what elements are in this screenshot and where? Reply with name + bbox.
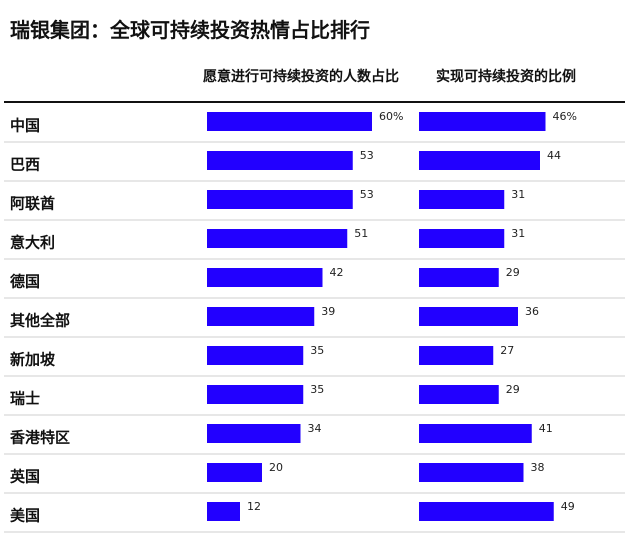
category-label: 德国	[10, 273, 40, 291]
series-header-willing: 愿意进行可持续投资的人数占比	[203, 69, 399, 85]
category-label: 新加坡	[10, 351, 55, 369]
category-label: 意大利	[10, 234, 55, 252]
data-label: 39	[321, 305, 335, 318]
data-label: 60%	[379, 110, 403, 123]
data-label: 31	[511, 188, 525, 201]
bar-willing	[207, 307, 315, 326]
category-label: 美国	[10, 507, 40, 525]
data-label: 29	[506, 266, 520, 279]
data-label: 53	[360, 188, 374, 201]
data-label: 34	[308, 422, 322, 435]
bar-willing	[207, 385, 304, 404]
bar-willing	[207, 502, 240, 521]
data-label: 38	[531, 461, 545, 474]
data-label: 27	[500, 344, 514, 357]
bar-realized	[419, 268, 499, 287]
bar-willing	[207, 112, 372, 131]
bar-realized	[419, 385, 499, 404]
data-label: 44	[547, 149, 561, 162]
bar-realized	[419, 190, 505, 209]
data-label: 42	[330, 266, 344, 279]
data-label: 31	[511, 227, 525, 240]
category-label: 其他全部	[10, 312, 70, 330]
data-label: 35	[310, 383, 324, 396]
category-label: 中国	[10, 117, 40, 135]
data-label: 29	[506, 383, 520, 396]
bar-willing	[207, 190, 353, 209]
bar-willing	[207, 463, 262, 482]
data-label: 51	[354, 227, 368, 240]
bar-realized	[419, 346, 494, 365]
category-label: 阿联酋	[10, 195, 55, 213]
bar-willing	[207, 424, 301, 443]
bar-willing	[207, 268, 323, 287]
category-label: 瑞士	[10, 390, 40, 408]
data-label: 36	[525, 305, 539, 318]
bar-realized	[419, 307, 518, 326]
data-label: 49	[561, 500, 575, 513]
data-label: 12	[247, 500, 261, 513]
bar-realized	[419, 424, 532, 443]
data-label: 53	[360, 149, 374, 162]
data-label: 35	[310, 344, 324, 357]
category-label: 巴西	[10, 156, 40, 174]
data-label: 46%	[553, 110, 577, 123]
bar-realized	[419, 151, 540, 170]
bar-realized	[419, 502, 554, 521]
header-rule	[4, 101, 625, 103]
bar-realized	[419, 112, 546, 131]
category-label: 香港特区	[10, 429, 70, 447]
data-label: 20	[269, 461, 283, 474]
data-label: 41	[539, 422, 553, 435]
series-header-realized: 实现可持续投资的比例	[436, 69, 576, 85]
bar-willing	[207, 151, 353, 170]
bar-realized	[419, 463, 524, 482]
bar-willing	[207, 229, 348, 248]
category-label: 英国	[10, 468, 40, 486]
chart-title: 瑞银集团：全球可持续投资热情占比排行	[10, 18, 370, 42]
bar-willing	[207, 346, 304, 365]
bar-realized	[419, 229, 505, 248]
